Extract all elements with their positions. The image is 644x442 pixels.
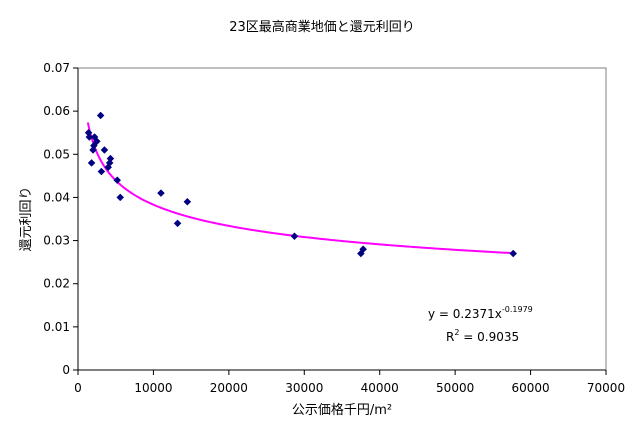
plot-area-frame <box>77 67 607 371</box>
data-point <box>116 193 125 202</box>
data-point <box>100 146 109 154</box>
x-axis-title: 公示価格千円/m² <box>292 402 392 418</box>
trendline-equation: y = 0.2371x-0.1979 <box>428 305 533 321</box>
data-point <box>113 176 122 185</box>
data-points <box>84 111 518 258</box>
y-axis-title: 還元利回り <box>19 186 34 251</box>
data-point <box>87 159 96 167</box>
x-tick-label: 20000 <box>210 381 248 395</box>
data-point <box>509 249 518 258</box>
y-tick-label: 0.05 <box>43 147 70 161</box>
y-tick-label: 0.07 <box>43 61 70 75</box>
data-point <box>157 189 165 197</box>
power-trendline <box>86 122 514 255</box>
x-tick-label: 70000 <box>587 381 625 395</box>
x-tick-label: 10000 <box>134 381 172 395</box>
x-tick-label: 0 <box>74 381 82 395</box>
y-tick-label: 0.01 <box>43 320 70 334</box>
x-tick-label: 40000 <box>361 381 399 395</box>
data-point <box>173 219 182 228</box>
y-tick-label: 0.03 <box>43 234 70 248</box>
y-axis: 0 0.01 0.02 0.03 0.04 0.05 0.06 0.07 <box>43 61 78 377</box>
chart-title: 23区最高商業地価と還元利回り <box>229 19 415 35</box>
data-point <box>93 137 101 146</box>
data-point <box>290 232 299 241</box>
y-tick-label: 0.02 <box>43 277 70 291</box>
data-point <box>96 111 105 120</box>
x-tick-label: 30000 <box>285 381 323 395</box>
x-axis: 0 10000 20000 30000 40000 50000 60000 70000 <box>74 370 625 395</box>
data-point <box>183 197 192 206</box>
x-tick-label: 60000 <box>511 381 549 395</box>
data-point <box>97 167 106 176</box>
y-tick-label: 0.06 <box>43 104 70 118</box>
y-tick-label: 0 <box>62 363 70 377</box>
data-point <box>359 245 367 254</box>
data-point <box>85 133 94 141</box>
y-tick-label: 0.04 <box>43 190 70 204</box>
data-point <box>106 154 115 163</box>
x-tick-label: 50000 <box>436 381 474 395</box>
trendline-r-squared: R2 = 0.9035 <box>446 328 519 344</box>
